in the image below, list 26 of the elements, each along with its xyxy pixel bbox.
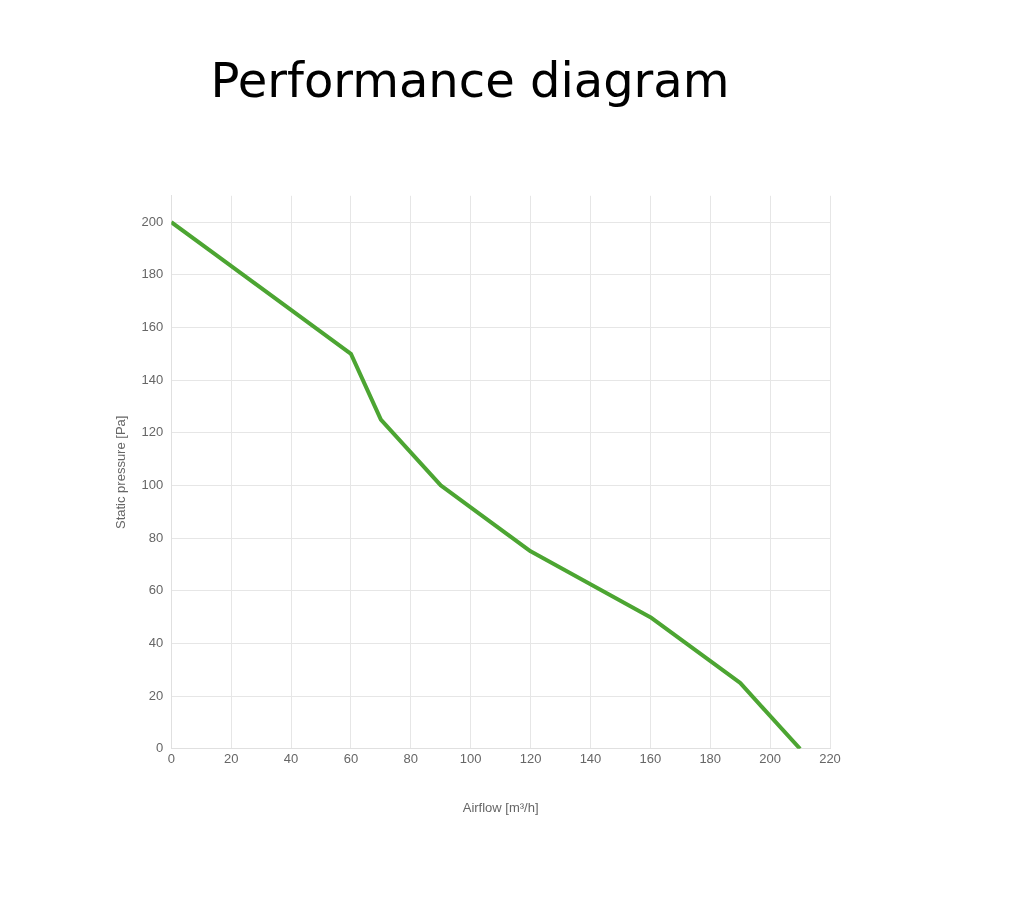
x-tick-label: 20 (223, 751, 239, 767)
y-tick-label: 180 (141, 266, 164, 282)
x-tick-label: 0 (167, 751, 175, 767)
y-tick-label: 160 (141, 319, 164, 335)
x-axis-title: Airflow [m³/h] (462, 799, 539, 815)
x-tick-label: 60 (343, 751, 359, 767)
y-tick-label: 0 (156, 740, 164, 756)
y-tick-label: 40 (148, 635, 164, 651)
x-tick-label: 100 (459, 751, 482, 767)
x-tick-label: 160 (639, 751, 662, 767)
x-tick-label: 180 (699, 751, 722, 767)
x-tick-label: 140 (579, 751, 602, 767)
y-axis-title: Static pressure [Pa] (113, 415, 129, 530)
x-tick-label: 220 (819, 751, 841, 767)
chart-title: Performance diagram (209, 52, 731, 108)
y-tick-label: 120 (141, 424, 164, 440)
x-tick-label: 80 (403, 751, 419, 767)
y-tick-label: 100 (141, 477, 164, 493)
y-tick-label: 20 (148, 687, 164, 703)
y-tick-label: 80 (148, 529, 164, 545)
x-tick-label: 40 (283, 751, 299, 767)
x-tick-label: 200 (759, 751, 781, 767)
y-tick-label: 60 (148, 582, 164, 598)
y-tick-label: 140 (141, 371, 164, 387)
y-tick-label: 200 (141, 213, 164, 229)
x-tick-label: 120 (519, 751, 542, 767)
